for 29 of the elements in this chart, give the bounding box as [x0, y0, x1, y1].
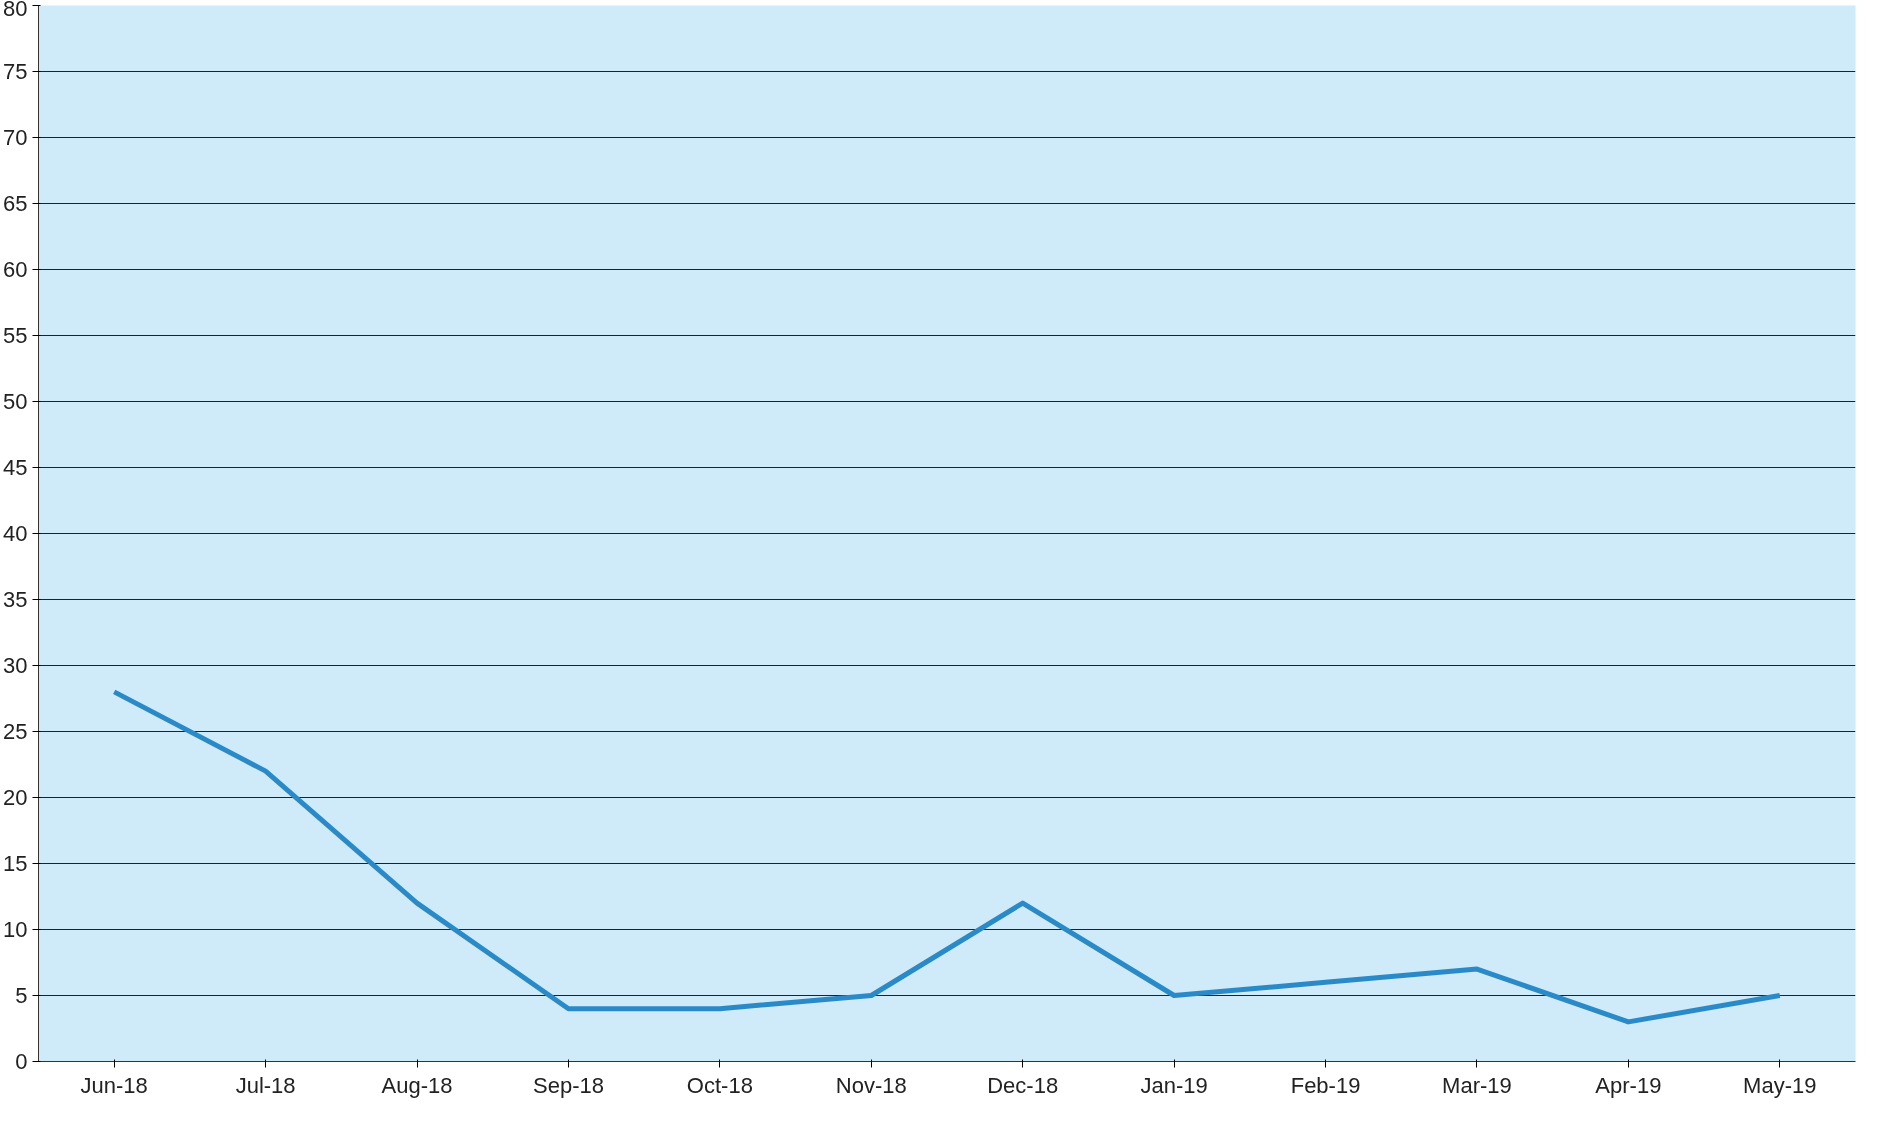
y-tick-label: 15 [3, 851, 28, 876]
y-tick-label: 60 [3, 257, 28, 282]
y-tick-label: 70 [3, 125, 28, 150]
y-tick-label: 50 [3, 389, 28, 414]
x-tick-label: Mar-19 [1442, 1072, 1512, 1098]
x-tick-label: Nov-18 [835, 1072, 907, 1098]
y-tick-label: 45 [3, 455, 28, 480]
y-tick-label: 40 [3, 521, 28, 546]
y-tick-label: 10 [3, 917, 28, 942]
x-tick-label: Feb-19 [1290, 1072, 1361, 1098]
x-tick-label: Apr-19 [1595, 1072, 1662, 1098]
y-tick-label: 75 [3, 59, 28, 84]
y-tick-label: 25 [3, 719, 28, 744]
x-tick-label: Dec-18 [987, 1072, 1059, 1098]
x-tick-label: Sep-18 [532, 1072, 604, 1098]
y-tick-label: 30 [3, 653, 28, 678]
y-tick-label: 20 [3, 785, 28, 810]
y-tick-label: 65 [3, 191, 28, 216]
x-tick-label: Jul-18 [235, 1072, 296, 1098]
x-tick-label: Jan-19 [1140, 1072, 1208, 1098]
y-tick-label: 0 [15, 1049, 28, 1074]
y-tick-label: 35 [3, 587, 28, 612]
x-tick-label: Oct-18 [686, 1072, 753, 1098]
y-tick-label: 80 [3, 0, 28, 21]
y-tick-label: 55 [3, 323, 28, 348]
x-tick-label: Aug-18 [381, 1072, 453, 1098]
y-tick-label: 5 [15, 983, 28, 1008]
x-tick-label: May-19 [1743, 1072, 1817, 1098]
x-tick-label: Jun-18 [80, 1072, 148, 1098]
